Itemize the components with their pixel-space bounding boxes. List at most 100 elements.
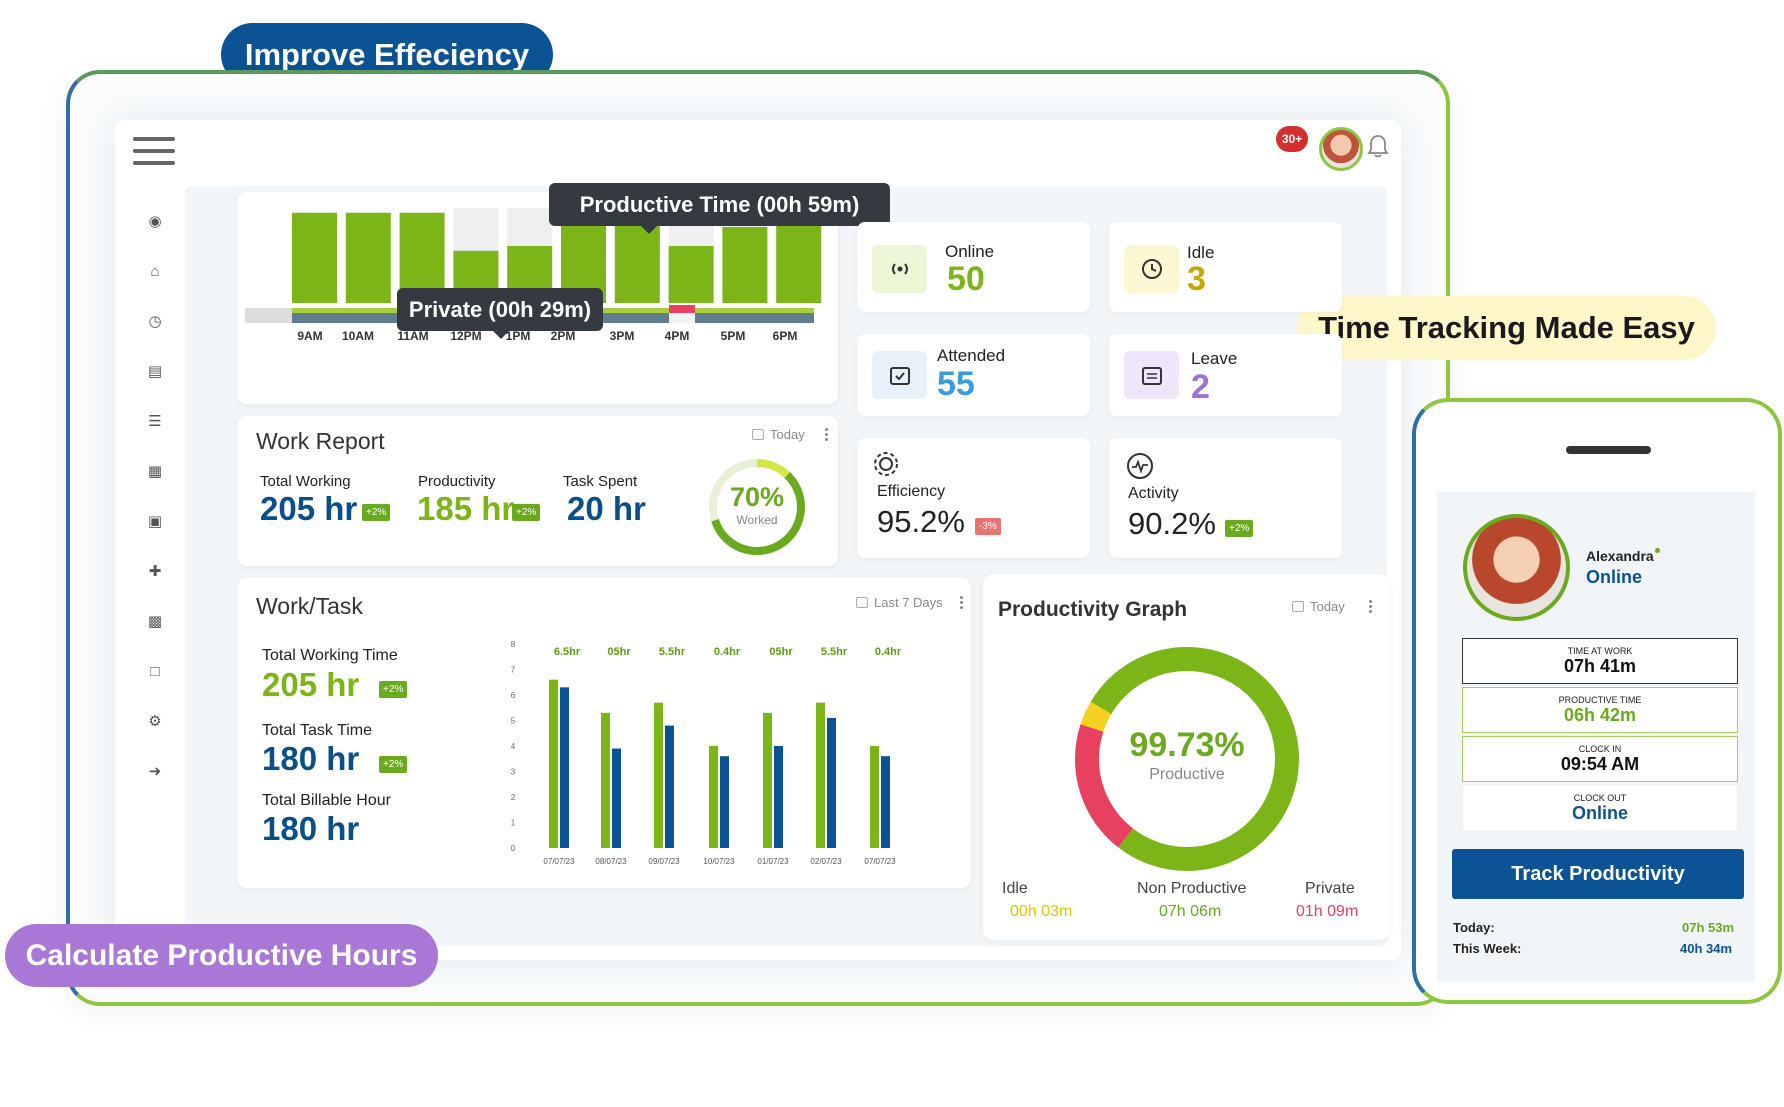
x-tick-label: 07/07/23 bbox=[864, 857, 896, 866]
timeline-productive-bar bbox=[722, 227, 768, 303]
private-time-tooltip: Private (00h 29m) bbox=[397, 288, 603, 339]
work-report-title: Work Report bbox=[256, 428, 385, 454]
productivity-graph-filter[interactable]: Today bbox=[1292, 599, 1345, 614]
y-tick-label: 7 bbox=[511, 666, 516, 675]
total-working-label: Total Working bbox=[260, 473, 351, 490]
x-tick-label: 09/07/23 bbox=[648, 857, 680, 866]
report-icon[interactable]: ▦ bbox=[147, 463, 163, 480]
x-tick-label: 07/07/23 bbox=[543, 857, 575, 866]
calendar-icon[interactable]: ▩ bbox=[147, 613, 163, 630]
work-report-filter[interactable]: Today bbox=[752, 427, 805, 442]
attended-card[interactable]: Attended 55 bbox=[857, 334, 1090, 416]
x-tick-label: 08/07/23 bbox=[595, 857, 627, 866]
leave-value: 2 bbox=[1191, 368, 1210, 406]
y-tick-label: 4 bbox=[511, 742, 516, 751]
y-tick-label: 0 bbox=[511, 844, 516, 853]
calculate-hours-callout: Calculate Productive Hours bbox=[5, 924, 438, 987]
donut-slice-non-productive bbox=[1075, 647, 1299, 871]
total-billable-value: 180 hr bbox=[262, 810, 360, 847]
plus-icon[interactable]: ✚ bbox=[148, 563, 162, 580]
online-value: 50 bbox=[947, 260, 985, 298]
logout-icon[interactable]: ➜ bbox=[148, 763, 162, 780]
clock-icon[interactable]: ◷ bbox=[148, 313, 162, 330]
work-time-bar bbox=[601, 712, 610, 848]
timeline-productive-bar bbox=[776, 212, 822, 303]
worked-label: Worked bbox=[736, 513, 778, 527]
more-options-icon[interactable] bbox=[825, 428, 829, 443]
timeline-hour-label: 4PM bbox=[665, 329, 690, 343]
worked-gauge: 70% Worked bbox=[706, 456, 808, 558]
calendar-icon bbox=[1292, 601, 1304, 612]
productivity-donut bbox=[1075, 647, 1299, 871]
total-billable-label: Total Billable Hour bbox=[262, 792, 391, 809]
productivity-value: 185 hr bbox=[417, 490, 515, 527]
productive-percent: 99.73% bbox=[1129, 726, 1245, 764]
y-tick-label: 5 bbox=[511, 717, 516, 726]
timeline-hour-label: 2PM bbox=[551, 329, 576, 343]
home-icon[interactable]: ⌂ bbox=[150, 262, 160, 280]
book-icon[interactable]: ▤ bbox=[147, 363, 163, 380]
productivity-graph-card bbox=[983, 574, 1389, 940]
y-tick-label: 8 bbox=[511, 640, 516, 649]
clock-out-box: CLOCK OUT Online bbox=[1462, 785, 1738, 831]
donut-slice-productive bbox=[1075, 647, 1299, 871]
today-value: 07h 53m bbox=[1682, 920, 1735, 935]
productivity-change: +2% bbox=[512, 504, 541, 521]
x-tick-label: 10/07/23 bbox=[703, 857, 735, 866]
today-label: Today: bbox=[1453, 920, 1495, 935]
worked-percent: 70% bbox=[729, 482, 785, 512]
work-task-card: 0 1 2 3 4 5 6 7 8 6.5hr 07/07/23 05hr 08/07/23 5.5hr 0… bbox=[237, 578, 971, 888]
more-options-icon[interactable] bbox=[1369, 600, 1373, 615]
total-working-time-value: 205 hr bbox=[262, 666, 360, 703]
data-label: 5.5hr bbox=[821, 646, 848, 658]
work-task-filter[interactable]: Last 7 Days bbox=[856, 595, 943, 610]
productive-time-box: PRODUCTIVE TIME 06h 42m bbox=[1462, 687, 1738, 733]
efficiency-card[interactable]: Efficiency 95.2% -3% bbox=[857, 438, 1090, 558]
work-task-title: Work/Task bbox=[256, 593, 363, 619]
list-icon[interactable]: ☰ bbox=[148, 413, 162, 430]
timeline-hour-label: 5PM bbox=[721, 329, 746, 343]
notification-badge[interactable]: 30+ bbox=[1276, 126, 1308, 152]
bell-icon[interactable] bbox=[1367, 133, 1389, 159]
settings-icon[interactable]: ⚙ bbox=[148, 713, 162, 730]
total-task-time-value: 180 hr bbox=[262, 740, 360, 777]
online-dot bbox=[1654, 548, 1660, 553]
more-options-icon[interactable] bbox=[960, 596, 964, 611]
idle-card[interactable]: Idle 3 bbox=[1109, 222, 1342, 312]
total-working-time-change: +2% bbox=[379, 681, 408, 698]
calendar-icon bbox=[752, 429, 764, 440]
clock-icon bbox=[1124, 245, 1179, 293]
efficiency-value: 95.2% bbox=[877, 504, 965, 539]
y-tick-label: 2 bbox=[511, 793, 516, 802]
timeline-hour-label: 6PM bbox=[773, 329, 798, 343]
track-productivity-button[interactable]: Track Productivity bbox=[1452, 849, 1744, 899]
online-card[interactable]: Online 50 bbox=[857, 222, 1090, 312]
leave-label: Leave bbox=[1191, 349, 1238, 368]
activity-card[interactable]: Activity 90.2% +2% bbox=[1109, 438, 1342, 558]
y-tick-label: 3 bbox=[511, 768, 516, 777]
idle-label: Idle bbox=[1187, 243, 1215, 262]
menu-toggle-button[interactable] bbox=[133, 137, 175, 167]
timeline-chart: 9AM 10AM 11AM 12PM 1PM 2PM 3PM 4PM 5PM 6PM bbox=[245, 208, 822, 343]
data-label: 05hr bbox=[769, 646, 793, 658]
x-tick-label: 02/07/23 bbox=[810, 857, 842, 866]
task-time-bar bbox=[560, 687, 569, 848]
dashboard-icon[interactable]: ◉ bbox=[148, 213, 162, 230]
task-time-bar bbox=[612, 748, 621, 848]
timeline-idle-bar bbox=[453, 208, 499, 251]
timeline-gap bbox=[669, 313, 695, 323]
user-avatar[interactable] bbox=[1319, 127, 1363, 171]
timeline-hour-label: 12PM bbox=[450, 329, 481, 343]
time-at-work-box: TIME AT WORK 07h 41m bbox=[1462, 638, 1738, 684]
document-icon[interactable]: □ bbox=[150, 662, 160, 680]
time-tracking-callout: Time Tracking Made Easy bbox=[1297, 296, 1716, 360]
non-productive-legend-value: 07h 06m bbox=[1159, 903, 1222, 920]
timeline-productive-bar bbox=[399, 212, 445, 303]
task-time-bar bbox=[827, 717, 836, 848]
activity-value: 90.2% bbox=[1128, 506, 1216, 541]
private-legend-label: Private bbox=[1305, 880, 1355, 897]
leave-card[interactable]: Leave 2 bbox=[1109, 334, 1342, 416]
grid-icon[interactable]: ▣ bbox=[147, 513, 163, 530]
idle-value: 3 bbox=[1187, 260, 1206, 298]
task-spent-value: 20 hr bbox=[567, 490, 646, 527]
